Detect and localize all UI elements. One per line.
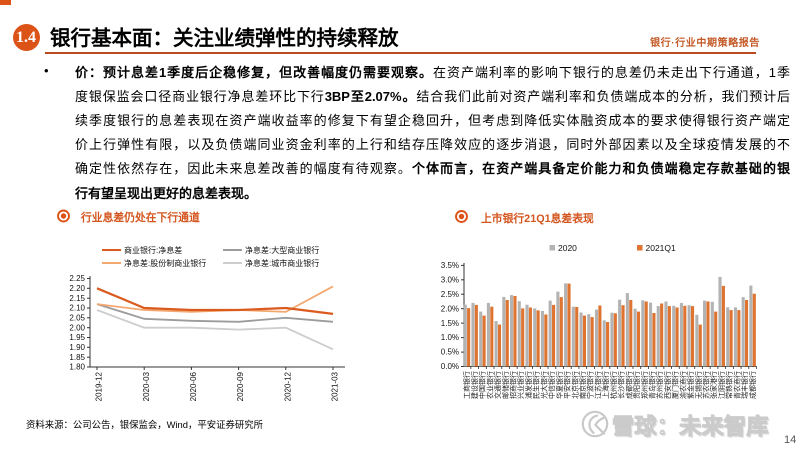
- svg-text:净息差:城市商业银行: 净息差:城市商业银行: [245, 258, 319, 268]
- svg-text:北京银行: 北京银行: [570, 371, 579, 399]
- svg-text:华夏银行: 华夏银行: [555, 371, 564, 399]
- svg-text:平安银行: 平安银行: [563, 371, 572, 399]
- svg-text:厦门银行: 厦门银行: [671, 371, 680, 399]
- svg-text:瑞丰银行: 瑞丰银行: [740, 371, 749, 399]
- svg-text:2.00: 2.00: [69, 323, 85, 332]
- svg-text:中国银行: 中国银行: [478, 371, 487, 399]
- svg-text:青岛银行: 青岛银行: [648, 371, 657, 399]
- svg-text:中信银行: 中信银行: [547, 371, 556, 399]
- svg-text:净息差:股份制商业银行: 净息差:股份制商业银行: [124, 258, 206, 268]
- svg-text:常熟银行: 常熟银行: [725, 371, 734, 399]
- svg-text:1.0%: 1.0%: [441, 333, 459, 342]
- svg-text:0.0%: 0.0%: [441, 362, 459, 371]
- svg-text:农业银行: 农业银行: [485, 371, 494, 399]
- svg-text:3.5%: 3.5%: [441, 261, 459, 270]
- svg-text:张家港行: 张家港行: [709, 371, 718, 399]
- svg-text:净息差:大型商业银行: 净息差:大型商业银行: [245, 245, 319, 255]
- svg-text:上海银行: 上海银行: [601, 371, 610, 399]
- svg-text:2.25: 2.25: [69, 274, 85, 283]
- svg-text:2.0%: 2.0%: [441, 304, 459, 313]
- svg-text:1.80: 1.80: [69, 363, 85, 372]
- svg-text:2020-06: 2020-06: [189, 371, 198, 401]
- svg-text:商业银行:净息差: 商业银行:净息差: [124, 245, 182, 255]
- svg-text:邮储银行: 邮储银行: [501, 371, 510, 399]
- svg-text:长沙银行: 长沙银行: [617, 371, 626, 399]
- svg-text:建设银行: 建设银行: [470, 371, 479, 399]
- svg-text:江阴银行: 江阴银行: [717, 371, 726, 399]
- svg-text:南京银行: 南京银行: [578, 371, 587, 399]
- svg-text:2021-03: 2021-03: [331, 371, 340, 401]
- svg-text:1.90: 1.90: [69, 343, 85, 352]
- svg-text:苏州银行: 苏州银行: [655, 371, 664, 399]
- svg-text:杭州银行: 杭州银行: [609, 371, 618, 399]
- svg-text:兴业银行: 兴业银行: [516, 371, 525, 399]
- svg-text:成都银行: 成都银行: [748, 371, 757, 399]
- svg-text:2021Q1: 2021Q1: [646, 243, 677, 253]
- svg-text:江苏银行: 江苏银行: [593, 371, 602, 399]
- svg-text:2020-12: 2020-12: [283, 371, 292, 401]
- svg-text:西安银行: 西安银行: [663, 371, 672, 399]
- svg-text:光大银行: 光大银行: [539, 371, 548, 399]
- svg-text:招商银行: 招商银行: [509, 371, 518, 399]
- svg-text:2019-12: 2019-12: [95, 371, 104, 401]
- svg-text:贵阳银行: 贵阳银行: [632, 371, 641, 399]
- svg-text:1.85: 1.85: [69, 353, 85, 362]
- svg-text:1.5%: 1.5%: [441, 319, 459, 328]
- svg-text:无锡银行: 无锡银行: [694, 371, 703, 399]
- svg-text:2.5%: 2.5%: [441, 290, 459, 299]
- svg-text:郑州银行: 郑州银行: [640, 371, 649, 399]
- svg-text:民生银行: 民生银行: [532, 371, 541, 399]
- svg-text:2.15: 2.15: [69, 294, 85, 303]
- svg-text:交通银行: 交通银行: [493, 371, 502, 399]
- svg-text:2020-03: 2020-03: [142, 371, 151, 401]
- svg-text:2.10: 2.10: [69, 304, 85, 313]
- svg-text:工商银行: 工商银行: [462, 371, 471, 399]
- svg-text:苏农银行: 苏农银行: [702, 371, 711, 399]
- svg-text:2020: 2020: [558, 243, 577, 253]
- svg-text:3.0%: 3.0%: [441, 275, 459, 284]
- svg-text:2.20: 2.20: [69, 284, 85, 293]
- svg-text:青农商行: 青农商行: [732, 371, 741, 399]
- svg-text:浦发银行: 浦发银行: [524, 371, 533, 399]
- svg-text:成都银行: 成都银行: [624, 371, 633, 399]
- svg-text:0.5%: 0.5%: [441, 348, 459, 357]
- svg-text:2.05: 2.05: [69, 313, 85, 322]
- svg-text:渝农商行: 渝农商行: [678, 371, 687, 399]
- svg-text:紫金银行: 紫金银行: [686, 371, 695, 399]
- svg-text:2020-09: 2020-09: [236, 371, 245, 401]
- svg-text:宁波银行: 宁波银行: [586, 371, 595, 399]
- svg-text:1.95: 1.95: [69, 333, 85, 342]
